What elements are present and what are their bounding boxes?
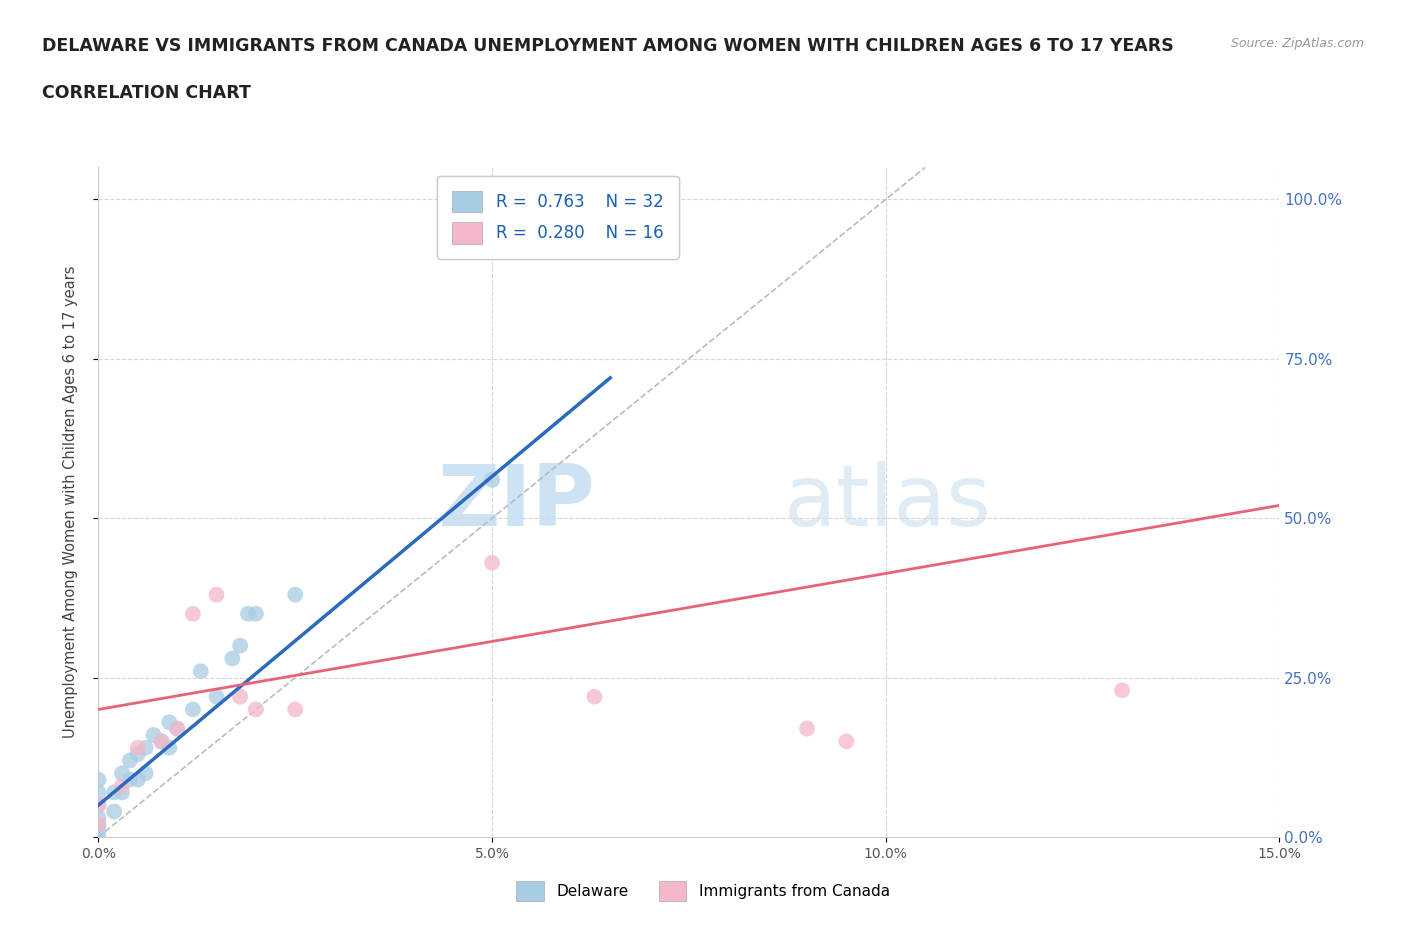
Point [205,587,228,602]
Point [87,817,110,831]
Point [181,702,204,717]
Text: atlas: atlas [783,460,991,544]
Point [127,772,149,787]
Point [166,721,188,736]
Text: CORRELATION CHART: CORRELATION CHART [42,84,252,101]
Point [87,817,110,831]
Legend: Delaware, Immigrants from Canada: Delaware, Immigrants from Canada [505,869,901,913]
Point [87,823,110,838]
Point [481,472,503,487]
Point [796,721,818,736]
Point [835,734,858,749]
Point [205,689,228,704]
Point [157,715,180,730]
Point [87,830,110,844]
Point [127,740,149,755]
Y-axis label: Unemployment Among Women with Children Ages 6 to 17 years: Unemployment Among Women with Children A… [63,266,77,738]
Point [142,727,165,742]
Legend: R =  0.763    N = 32, R =  0.280    N = 16: R = 0.763 N = 32, R = 0.280 N = 16 [437,176,679,259]
Point [583,689,606,704]
Point [1111,683,1133,698]
Point [284,702,307,717]
Point [560,218,582,232]
Point [118,772,141,787]
Point [190,664,212,679]
Point [481,555,503,570]
Point [181,606,204,621]
Point [150,734,173,749]
Point [157,740,180,755]
Point [245,606,267,621]
Point [87,772,110,787]
Point [87,798,110,813]
Point [111,785,134,800]
Point [229,638,252,653]
Point [111,765,134,780]
Point [245,702,267,717]
Point [135,740,157,755]
Point [87,785,110,800]
Point [103,804,125,819]
Point [284,587,307,602]
Point [229,689,252,704]
Point [118,753,141,768]
Point [127,747,149,762]
Point [221,651,243,666]
Point [166,721,188,736]
Point [236,606,259,621]
Point [111,778,134,793]
Text: Source: ZipAtlas.com: Source: ZipAtlas.com [1230,37,1364,50]
Point [87,810,110,825]
Point [135,765,157,780]
Text: DELAWARE VS IMMIGRANTS FROM CANADA UNEMPLOYMENT AMONG WOMEN WITH CHILDREN AGES 6: DELAWARE VS IMMIGRANTS FROM CANADA UNEMP… [42,37,1174,55]
Point [103,785,125,800]
Point [87,798,110,813]
Point [150,734,173,749]
Text: ZIP: ZIP [437,460,595,544]
